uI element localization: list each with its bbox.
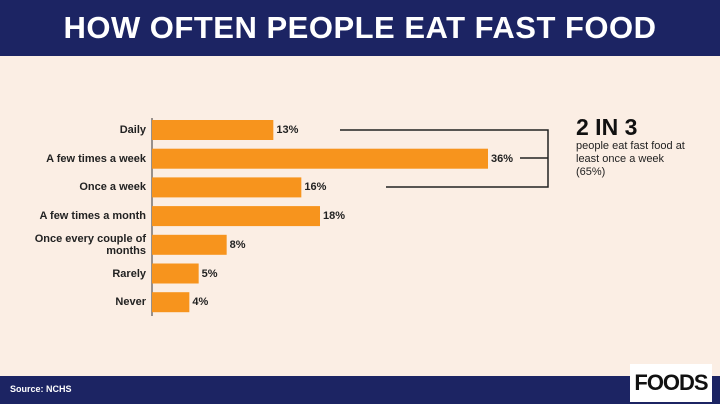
chart-title: HOW OFTEN PEOPLE EAT FAST FOOD (0, 0, 720, 56)
value-label: 5% (201, 267, 218, 280)
value-label: 8% (229, 238, 246, 251)
value-label: 18% (323, 210, 346, 223)
category-label: Rarely (112, 267, 146, 280)
category-label: Never (115, 296, 146, 309)
bar (152, 263, 199, 284)
bar (152, 234, 227, 255)
logo: FOODS (630, 364, 712, 402)
category-label: A few times a month (39, 210, 146, 223)
category-label: Daily (119, 124, 146, 136)
category-label: Once a week (79, 181, 146, 194)
category-label: A few times a week (46, 152, 146, 165)
bar (152, 292, 190, 313)
annotation-title: 2 IN 3 (576, 114, 638, 140)
value-label: 13% (276, 124, 299, 136)
annotation-text: people eat fast food at least once a wee… (576, 140, 685, 178)
footer (0, 376, 720, 404)
value-label: 16% (304, 181, 327, 194)
bar (152, 206, 320, 227)
value-label: 36% (491, 152, 514, 165)
value-label: 4% (192, 296, 209, 309)
source: Source: NCHS (10, 384, 72, 394)
bar (152, 120, 274, 140)
bar (152, 148, 488, 169)
bar (152, 177, 302, 198)
category-label: Once every couple of months (34, 232, 146, 257)
